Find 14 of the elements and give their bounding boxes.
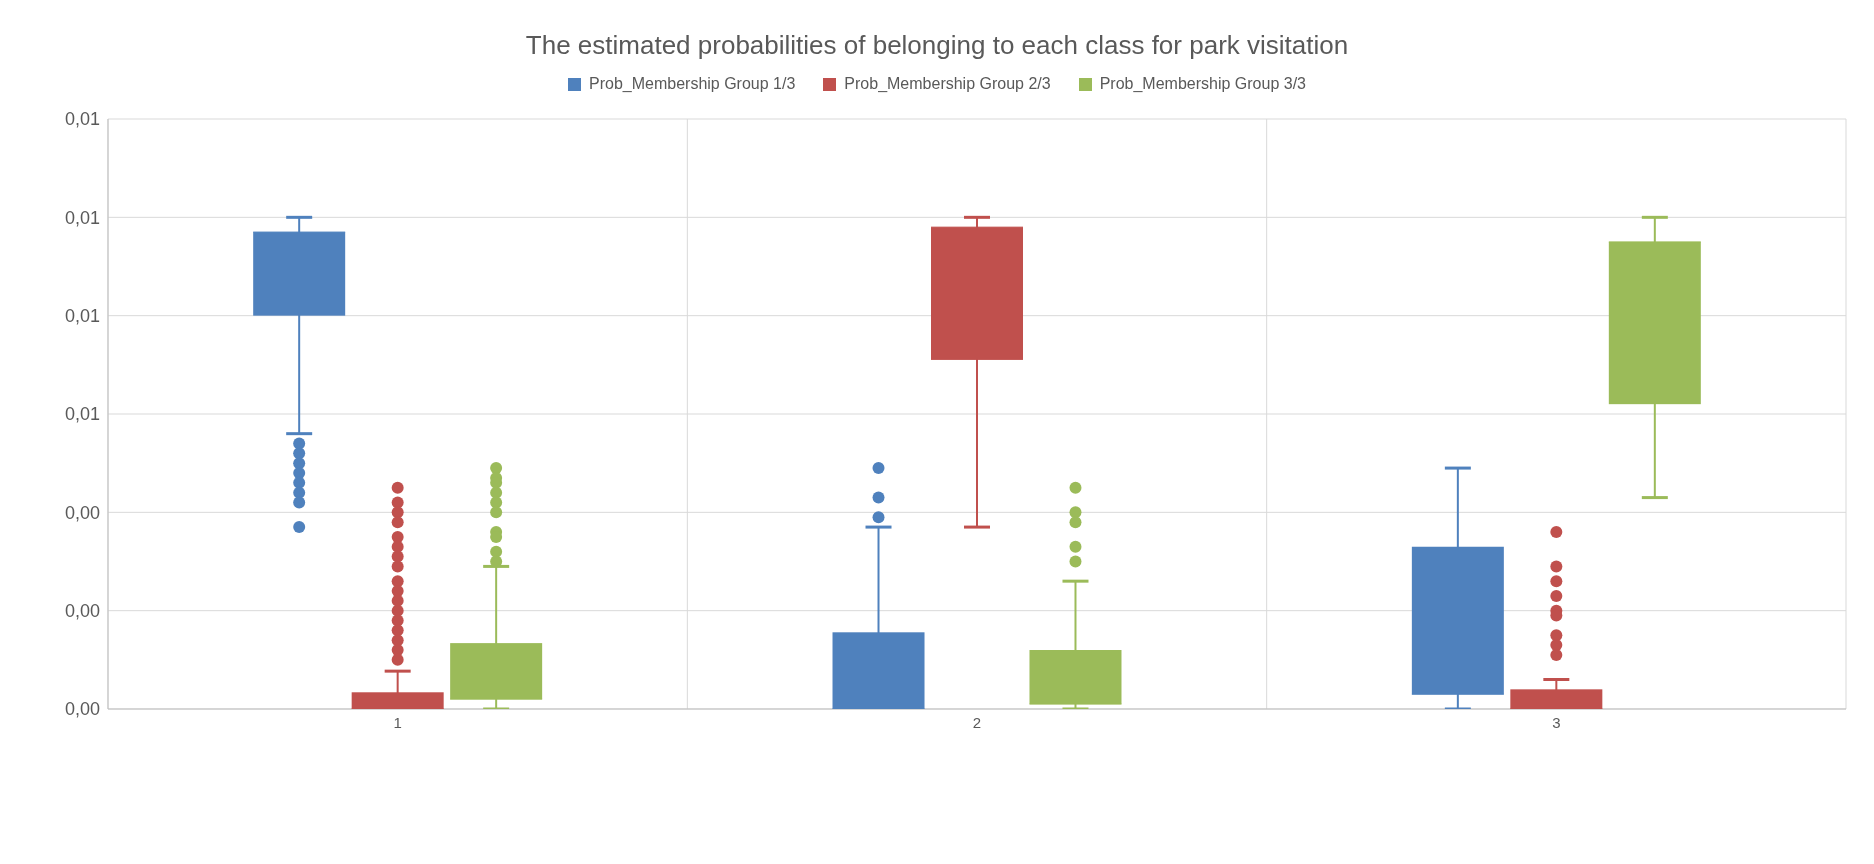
y-tick-label: 0,01 bbox=[64, 109, 100, 130]
x-tick-label: 2 bbox=[972, 713, 982, 731]
y-tick-label: 0,00 bbox=[64, 699, 100, 720]
legend-label: Prob_Membership Group 2/3 bbox=[844, 75, 1051, 93]
y-tick-label: 0,00 bbox=[64, 601, 100, 622]
x-tick-label: 1 bbox=[393, 713, 402, 731]
y-tick-label: 0,01 bbox=[64, 207, 100, 228]
y-tick-label: 0,01 bbox=[64, 306, 100, 327]
y-tick-label: 0,00 bbox=[64, 502, 100, 523]
chart-title: The estimated probabilities of belonging to each class for park visitation bbox=[524, 29, 1350, 61]
x-tick-label: 3 bbox=[1552, 713, 1561, 731]
legend-label: Prob_Membership Group 3/3 bbox=[1099, 75, 1306, 93]
y-tick-label: 0,01 bbox=[64, 404, 100, 425]
legend-label: Prob_Membership Group 1/3 bbox=[589, 75, 796, 93]
